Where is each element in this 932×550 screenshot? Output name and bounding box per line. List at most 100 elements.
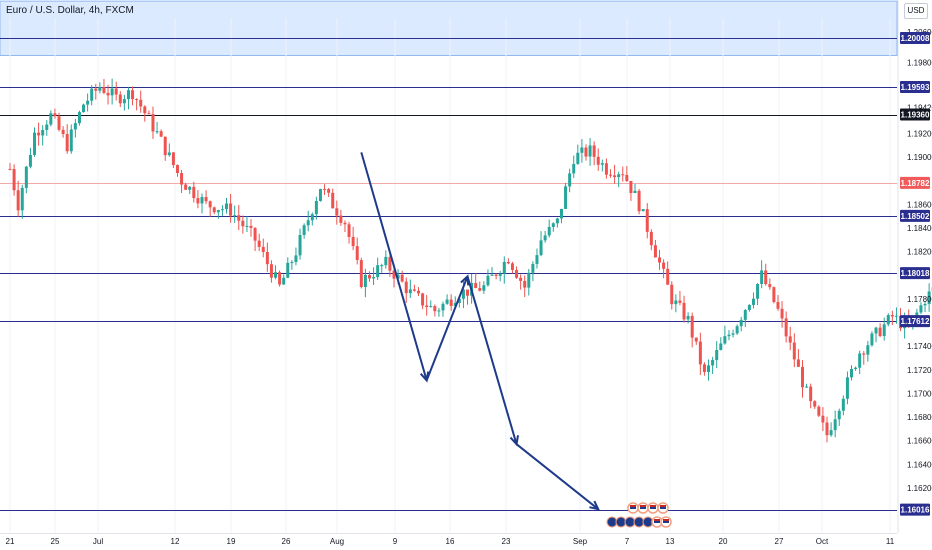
price-tag-1.17612[interactable] — [900, 315, 930, 328]
price-tick-label: 1.18200 — [907, 248, 932, 257]
candle-body — [41, 129, 45, 136]
candle-body — [310, 214, 314, 221]
candle-body — [175, 165, 179, 174]
candle-body — [678, 300, 682, 303]
projection-arrow[interactable] — [466, 276, 518, 445]
arrow-head — [419, 371, 430, 383]
symbol-title: Euro / U.S. Dollar, 4h, FXCM — [6, 5, 134, 16]
candle-body — [155, 131, 159, 133]
candle-body — [294, 255, 298, 263]
candle-body — [731, 333, 735, 335]
candle-body — [24, 166, 28, 188]
candle-body — [711, 360, 715, 366]
candle-body — [16, 190, 20, 211]
candle-body — [274, 272, 278, 278]
candle-body — [380, 265, 384, 267]
candle-body — [102, 86, 106, 93]
candle-body — [314, 200, 318, 215]
flag-icon[interactable] — [647, 502, 659, 514]
candle-body — [90, 88, 94, 101]
candle-body — [923, 303, 927, 306]
flag-icon[interactable] — [657, 502, 669, 514]
candle-body — [588, 145, 592, 157]
supply-zone[interactable] — [0, 0, 898, 56]
candle-body — [702, 364, 706, 372]
candle-body — [576, 152, 580, 164]
candle-body — [98, 86, 102, 91]
candle-body — [555, 218, 559, 224]
candle-body — [278, 272, 282, 285]
price-tick-label: 1.18600 — [907, 200, 932, 209]
projection-arrow[interactable] — [515, 443, 599, 510]
price-tag-1.18018-text: 1.18018 — [901, 269, 930, 278]
candle-body — [764, 270, 768, 285]
candle-body — [343, 222, 347, 225]
candle-body — [625, 174, 629, 182]
candle-body — [425, 305, 429, 307]
time-tick-label: 23 — [502, 537, 511, 546]
price-tag-1.16016[interactable] — [900, 503, 930, 516]
candle-body — [286, 262, 290, 278]
candle-body — [400, 274, 404, 282]
candle-body — [408, 289, 412, 294]
price-tag-1.18502[interactable] — [900, 209, 930, 222]
candle-body — [666, 268, 670, 285]
candle-body — [220, 209, 224, 211]
candle-body — [208, 201, 212, 208]
price-tag-1.20008[interactable] — [900, 32, 930, 44]
candle-body — [82, 104, 86, 113]
candle-body — [535, 255, 539, 264]
time-tick-label: 21 — [6, 537, 15, 546]
candle-body — [523, 280, 527, 288]
candle-body — [412, 289, 416, 291]
candle-body — [245, 225, 249, 227]
candle-body — [367, 275, 371, 279]
price-tag-1.18018[interactable] — [900, 267, 930, 280]
price-tick-label: 1.16200 — [907, 484, 932, 493]
candle-body — [86, 100, 90, 105]
time-tick-label: 13 — [666, 537, 675, 546]
price-tick-label: 1.19800 — [907, 59, 932, 68]
flag-icon[interactable] — [660, 516, 672, 528]
candle-body — [478, 288, 482, 291]
price-tick-label: 1.16800 — [907, 413, 932, 422]
candle-body — [118, 94, 122, 104]
flag-icon[interactable] — [627, 502, 639, 514]
candle-body — [253, 227, 257, 241]
candle-body — [355, 246, 359, 261]
flag-icon-stripe — [663, 519, 669, 521]
projection-arrow[interactable] — [425, 276, 469, 381]
time-tick-label: 20 — [719, 537, 728, 546]
candle-body — [715, 349, 719, 361]
price-tag-1.17612-text: 1.17612 — [901, 317, 930, 326]
candle-body — [617, 174, 621, 178]
price-tag-1.19360-text: 1.19360 — [901, 111, 930, 120]
candle-body — [735, 326, 739, 334]
candle-body — [417, 290, 420, 294]
candle-body — [241, 220, 245, 227]
candle-body — [53, 113, 57, 117]
projection-arrow[interactable] — [360, 152, 428, 381]
candle-body — [233, 215, 237, 217]
time-tick-label: 25 — [51, 537, 60, 546]
candle-body — [457, 298, 461, 303]
currency-badge[interactable]: USD — [904, 3, 928, 19]
candle-body — [388, 256, 392, 271]
candle-body — [772, 287, 776, 303]
price-tag-1.19360[interactable] — [900, 108, 930, 121]
time-tick-label: 7 — [625, 537, 630, 546]
candle-body — [674, 300, 678, 305]
candle-body — [662, 262, 666, 269]
candle-body — [841, 398, 845, 411]
flag-icon[interactable] — [637, 502, 649, 514]
candle-body — [780, 308, 784, 319]
candle-body — [106, 92, 110, 96]
candle-body — [122, 99, 126, 104]
current-price-tag[interactable] — [900, 176, 930, 189]
candle-body — [760, 270, 764, 284]
price-tag-1.19593[interactable] — [900, 81, 930, 94]
candle-body — [800, 366, 804, 388]
candle-body — [821, 415, 825, 423]
flag-icon-stripe — [654, 521, 660, 523]
